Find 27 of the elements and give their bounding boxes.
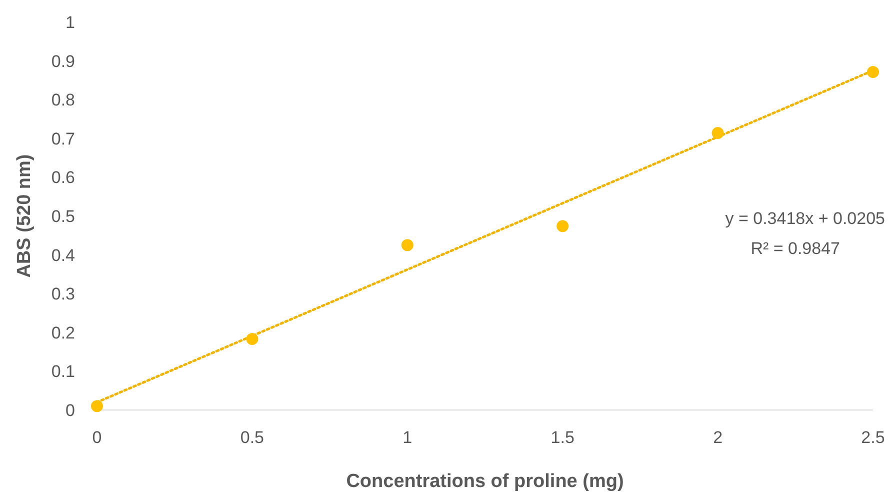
point bbox=[867, 66, 879, 78]
point bbox=[246, 332, 258, 345]
x-axis-title: Concentrations of proline (mg) bbox=[346, 471, 624, 492]
y-tick-label: 0.8 bbox=[51, 90, 75, 110]
y-tick-label: 0.5 bbox=[51, 206, 75, 226]
y-tick-label: 0 bbox=[66, 400, 75, 420]
x-tick-label: 1.5 bbox=[550, 428, 574, 447]
x-tick-label: 2.5 bbox=[861, 428, 885, 447]
x-tick-label: 0 bbox=[92, 428, 102, 447]
y-tick-label: 0.6 bbox=[51, 168, 75, 188]
point bbox=[712, 126, 724, 139]
y-tick-label: 0.7 bbox=[51, 129, 75, 148]
y-tick-label: 1 bbox=[66, 12, 75, 32]
y-tick-label: 0.3 bbox=[51, 284, 75, 304]
x-tick-label: 0.5 bbox=[240, 428, 264, 447]
point bbox=[556, 220, 569, 232]
x-tick-label: 2 bbox=[713, 428, 723, 447]
y-axis-title: ABS (520 nm) bbox=[14, 154, 35, 278]
y-tick-label: 0.2 bbox=[51, 323, 75, 342]
annotation: y = 0.3418x + 0.0205 bbox=[725, 209, 885, 228]
x-tick-label: 1 bbox=[402, 428, 412, 447]
point bbox=[91, 400, 103, 412]
y-tick-label: 0.4 bbox=[51, 246, 75, 265]
y-tick-label: 0.1 bbox=[51, 362, 75, 382]
y-tick-label: 0.9 bbox=[51, 52, 75, 71]
point bbox=[401, 239, 414, 252]
annotation: R² = 0.9847 bbox=[750, 239, 840, 258]
